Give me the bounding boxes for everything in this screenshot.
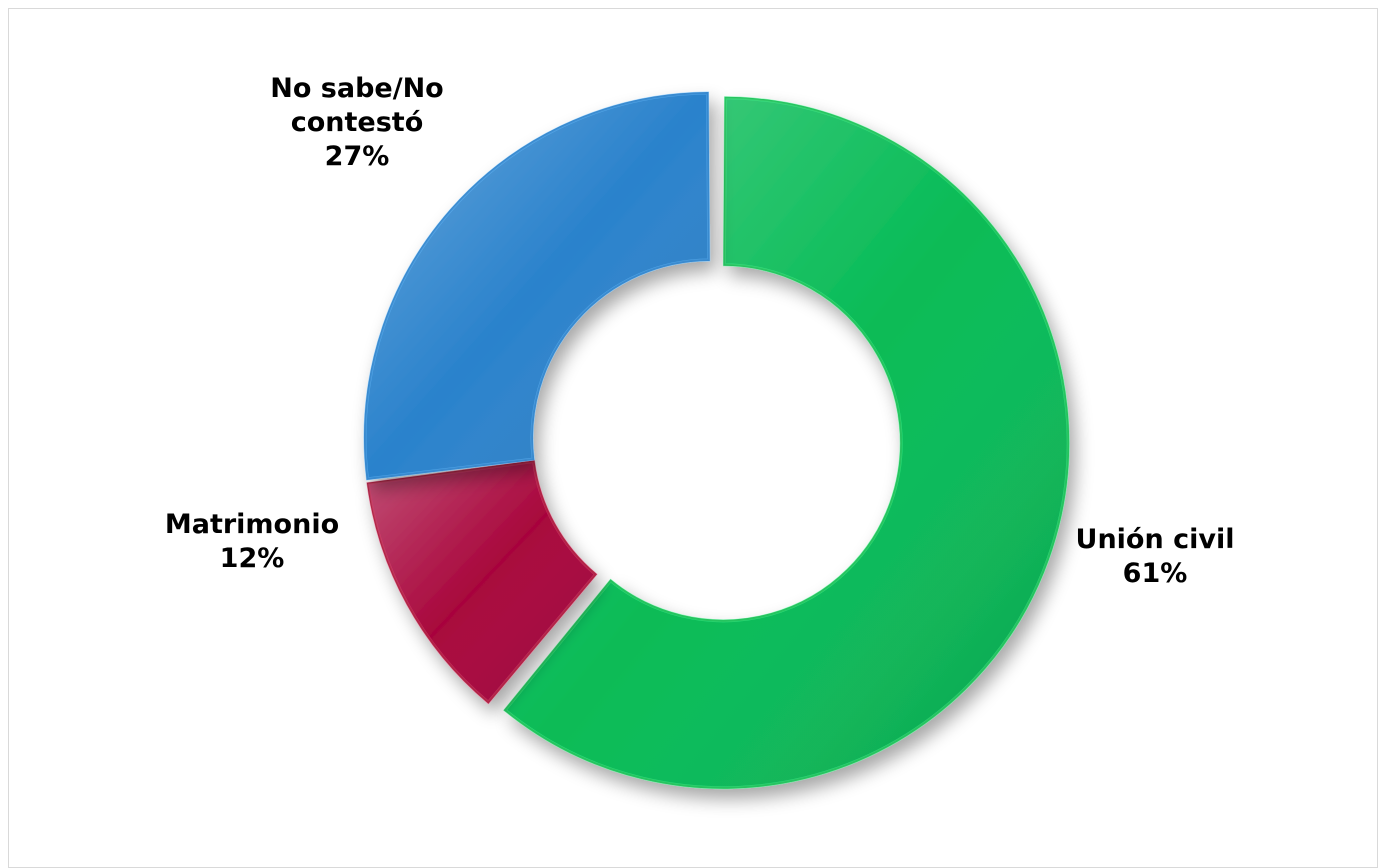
- slice-data-label: No sabe/No contestó 27%: [270, 73, 443, 172]
- slice-percent-label: 12%: [220, 543, 285, 574]
- labels-layer: Unión civil 61% Matrimonio 12% No sabe/No con…: [165, 73, 1235, 589]
- donut-slice-3: [363, 91, 711, 481]
- slice-category-label: No sabe/No: [270, 73, 443, 104]
- slice-data-label: Matrimonio 12%: [165, 509, 339, 574]
- slice-data-label: Unión civil 61%: [1076, 524, 1235, 589]
- donut-slice-2: [366, 459, 598, 705]
- donut-slice-bevel: [366, 459, 598, 705]
- donut-slice-1: [503, 96, 1070, 790]
- slice-category-label: Unión civil: [1076, 524, 1235, 555]
- slices-layer: [363, 91, 1070, 790]
- slice-percent-label: 27%: [325, 141, 390, 172]
- slice-category-label: Matrimonio: [165, 509, 339, 540]
- slice-category-label: contestó: [291, 107, 424, 138]
- donut-slice-bevel: [363, 91, 711, 481]
- slice-percent-label: 61%: [1123, 558, 1188, 589]
- donut-slice-bevel: [503, 96, 1070, 790]
